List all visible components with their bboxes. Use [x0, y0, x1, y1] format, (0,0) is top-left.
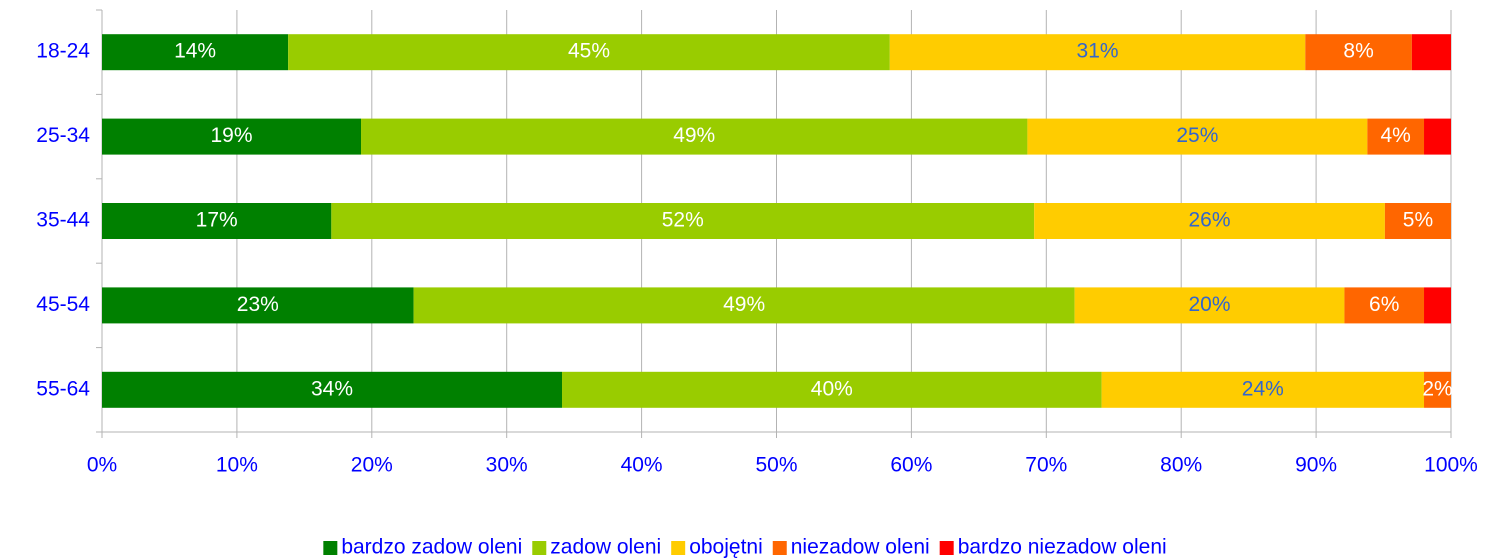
x-tick-label: 30% — [486, 454, 528, 477]
x-tick-label: 20% — [351, 454, 393, 477]
data-label: 26% — [1189, 209, 1231, 232]
legend-swatch — [671, 541, 686, 555]
legend-label: niezadow oleni — [791, 536, 930, 559]
bar-segment — [1034, 203, 1385, 239]
y-tick-label: 18-24 — [36, 40, 90, 63]
y-tick-label: 45-54 — [36, 293, 90, 316]
x-tick-label: 50% — [755, 454, 797, 477]
bar-segment — [1384, 203, 1451, 239]
bar-segment — [102, 287, 414, 324]
bar-segment — [288, 34, 890, 71]
data-label: 4% — [1381, 124, 1411, 147]
data-label: 40% — [811, 377, 853, 400]
legend-label: bardzo zadow oleni — [341, 536, 522, 559]
legend-label: bardzo niezadow oleni — [958, 536, 1167, 559]
data-label: 20% — [1189, 293, 1231, 316]
y-tick-label: 25-34 — [36, 124, 90, 147]
legend-swatch — [939, 541, 954, 555]
bar-segment — [1424, 371, 1451, 408]
data-label: 6% — [1369, 293, 1399, 316]
data-label: 14% — [174, 40, 216, 63]
bar-segment — [413, 287, 1075, 324]
x-tick-label: 60% — [890, 454, 932, 477]
bar-segment — [102, 118, 362, 155]
y-tick-label: 35-44 — [36, 209, 90, 232]
data-label: 8% — [1343, 40, 1373, 63]
data-label: 49% — [673, 124, 715, 147]
x-tick-label: 10% — [216, 454, 258, 477]
x-tick-label: 70% — [1025, 454, 1067, 477]
legend-label: obojętni — [689, 536, 763, 559]
x-tick-label: 100% — [1424, 454, 1478, 477]
data-label: 17% — [196, 209, 238, 232]
data-label: 2% — [1422, 377, 1452, 400]
bar-segment — [361, 118, 1028, 155]
bar-segment — [1367, 118, 1425, 155]
legend-swatch — [532, 541, 547, 555]
bar-segment — [1344, 287, 1425, 324]
x-tick-label: 0% — [87, 454, 117, 477]
bar-segment — [1074, 287, 1345, 324]
bar-segment — [102, 371, 563, 408]
x-tick-label: 40% — [621, 454, 663, 477]
bar-segment — [1411, 34, 1451, 71]
y-tick-label: 55-64 — [36, 377, 90, 400]
bar-segment — [1027, 118, 1368, 155]
bar-segment — [1101, 371, 1425, 408]
data-label: 23% — [237, 293, 279, 316]
bar-segment — [102, 203, 332, 239]
x-tick-label: 80% — [1160, 454, 1202, 477]
bar-segment — [889, 34, 1306, 71]
bar-segment — [562, 371, 1102, 408]
legend-label: zadow oleni — [550, 536, 661, 559]
bar-segment — [1424, 118, 1451, 155]
bar-segment — [1305, 34, 1412, 71]
data-label: 24% — [1242, 377, 1284, 400]
data-label: 52% — [662, 209, 704, 232]
data-label: 49% — [723, 293, 765, 316]
x-tick-label: 90% — [1295, 454, 1337, 477]
bar-segment — [102, 34, 289, 71]
data-label: 19% — [210, 124, 252, 147]
legend-swatch — [323, 541, 338, 555]
data-label: 31% — [1077, 40, 1119, 63]
data-label: 25% — [1176, 124, 1218, 147]
data-label: 45% — [568, 40, 610, 63]
data-label: 5% — [1403, 209, 1433, 232]
data-label: 34% — [311, 377, 353, 400]
bar-segment — [1424, 287, 1451, 324]
bar-segment — [331, 203, 1035, 239]
legend-swatch — [772, 541, 787, 555]
